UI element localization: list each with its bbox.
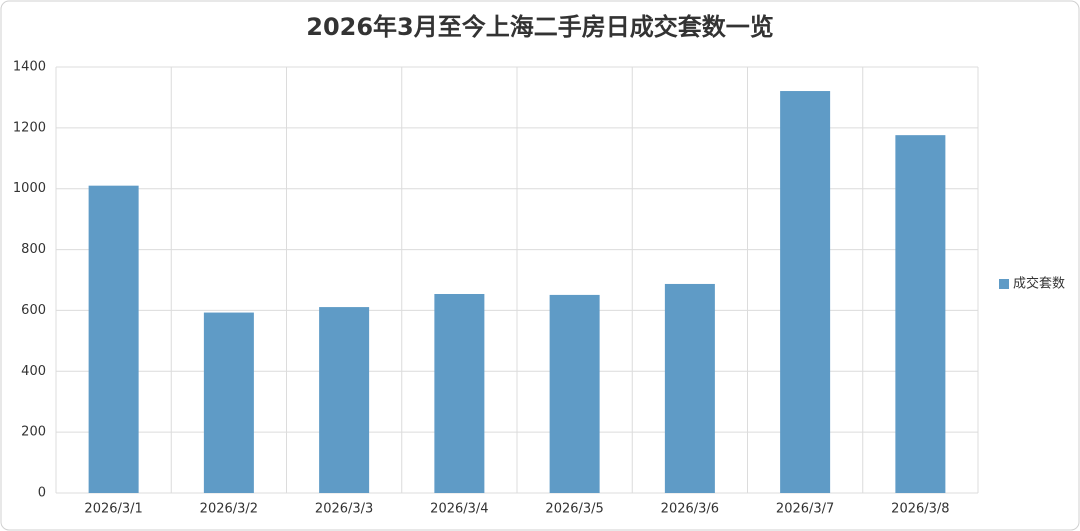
x-tick-label: 2026/3/5 — [545, 502, 603, 517]
legend-label: 成交套数 — [1013, 276, 1065, 292]
y-tick-label: 600 — [21, 303, 46, 318]
y-tick-label: 400 — [21, 364, 46, 379]
x-tick-label: 2026/3/7 — [776, 502, 834, 517]
y-tick-label: 1000 — [13, 181, 46, 196]
x-tick-label: 2026/3/4 — [430, 502, 488, 517]
x-tick-label: 2026/3/1 — [84, 502, 142, 517]
y-tick-label: 1400 — [13, 60, 46, 75]
x-tick-label: 2026/3/6 — [661, 502, 719, 517]
bar — [664, 283, 715, 493]
bar — [895, 135, 946, 493]
legend-swatch — [999, 279, 1009, 289]
x-tick-label: 2026/3/8 — [891, 502, 949, 517]
bar — [780, 91, 831, 493]
bar — [434, 293, 485, 493]
bar — [203, 312, 254, 493]
y-tick-label: 200 — [21, 425, 46, 440]
chart-title: 2026年3月至今上海二手房日成交套数一览 — [306, 13, 774, 41]
bar — [319, 307, 370, 493]
y-tick-label: 1200 — [13, 120, 46, 135]
y-tick-label: 800 — [21, 242, 46, 257]
x-tick-label: 2026/3/2 — [200, 502, 258, 517]
y-tick-label: 0 — [38, 486, 46, 501]
x-tick-label: 2026/3/3 — [315, 502, 373, 517]
bar — [549, 294, 600, 493]
bar — [88, 185, 139, 493]
